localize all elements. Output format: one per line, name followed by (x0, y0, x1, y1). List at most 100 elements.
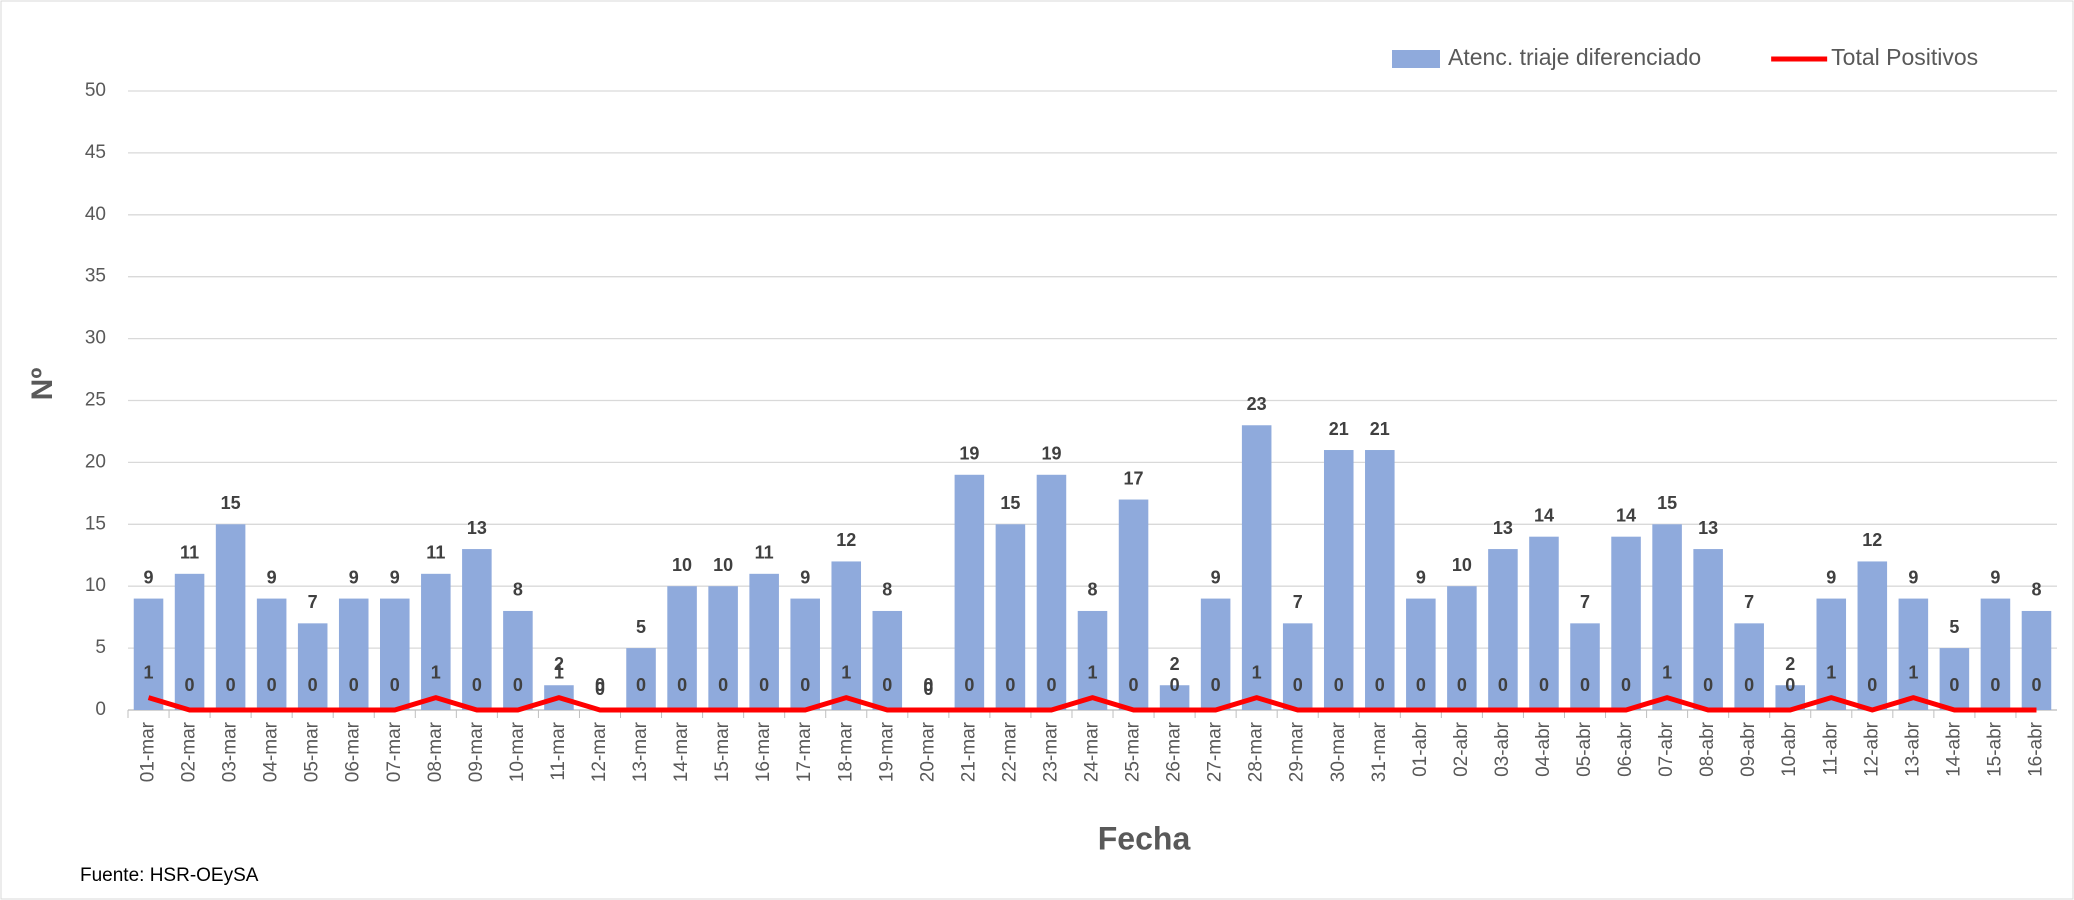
bar (1980, 598, 2011, 710)
bar (133, 598, 164, 710)
bar-value-label: 11 (755, 543, 774, 563)
bar-value-label: 0 (923, 679, 933, 699)
bar (1939, 648, 1970, 710)
bar-value-label: 9 (390, 567, 400, 587)
bar-value-label: 9 (267, 567, 277, 587)
x-tick-label: 23-mar (1040, 721, 1061, 782)
bar-value-label: 14 (1534, 505, 1554, 525)
x-tick-label: 17-mar (794, 721, 815, 782)
line-value-label: 1 (1252, 662, 1262, 682)
source-note: Fuente: HSR-OEySA (80, 865, 259, 886)
bar (380, 598, 410, 710)
line-value-label: 0 (882, 675, 892, 695)
x-tick-label: 16-abr (2025, 721, 2046, 777)
bar-value-label: 9 (1416, 567, 1426, 587)
legend-swatch (1392, 50, 1440, 68)
line-value-label: 0 (1211, 675, 1221, 695)
line-value-label: 0 (718, 675, 728, 695)
y-tick-label: 5 (95, 637, 106, 658)
line-value-label: 0 (1005, 675, 1015, 695)
line-value-label: 0 (677, 675, 687, 695)
x-tick-label: 02-mar (179, 721, 200, 782)
line-value-label: 0 (1785, 675, 1795, 695)
x-tick-label: 02-abr (1451, 721, 1472, 777)
bar (1611, 536, 1641, 710)
line-value-label: 0 (923, 675, 933, 695)
line-value-label: 0 (636, 675, 646, 695)
bar-value-label: 5 (636, 617, 646, 637)
bar-value-label: 7 (1293, 592, 1303, 612)
y-tick-label: 30 (85, 328, 106, 349)
bar (1816, 598, 1847, 710)
bar (256, 598, 287, 710)
bar-value-label: 10 (713, 555, 733, 575)
x-tick-label: 06-mar (343, 721, 364, 782)
y-tick-label: 35 (85, 266, 106, 287)
x-tick-label: 04-abr (1533, 721, 1554, 777)
line-value-label: 0 (1867, 675, 1877, 695)
bar (667, 586, 697, 710)
bar-value-label: 0 (595, 679, 605, 699)
bar-value-label: 8 (513, 580, 523, 600)
bar (215, 524, 246, 710)
bar-value-label: 8 (2031, 580, 2041, 600)
line-value-label: 0 (267, 675, 277, 695)
line-value-label: 0 (1375, 675, 1385, 695)
x-tick-label: 19-mar (876, 721, 897, 782)
x-tick-label: 06-abr (1615, 721, 1636, 777)
bar (1570, 623, 1600, 710)
bar-value-label: 2 (1170, 654, 1180, 674)
x-tick-label: 14-mar (671, 721, 692, 782)
y-tick-label: 50 (85, 80, 106, 101)
y-tick-label: 15 (85, 513, 106, 534)
bar (1693, 549, 1723, 710)
y-tick-label: 25 (85, 390, 106, 411)
bar (872, 610, 903, 710)
line-value-label: 0 (2031, 675, 2041, 695)
bar-value-label: 19 (1041, 444, 1061, 464)
x-tick-label: 15-abr (1984, 721, 2005, 777)
x-tick-label: 29-mar (1287, 721, 1308, 782)
bar-value-label: 7 (1580, 592, 1590, 612)
bar-value-label: 10 (1452, 555, 1472, 575)
line-value-label: 0 (1580, 675, 1590, 695)
bar-value-label: 11 (426, 543, 445, 563)
bar (831, 561, 862, 710)
line-value-label: 1 (431, 662, 441, 682)
line-value-label: 0 (1046, 675, 1056, 695)
x-tick-label: 09-abr (1738, 721, 1759, 777)
bar-value-label: 15 (221, 493, 241, 513)
y-tick-label: 45 (85, 142, 106, 163)
x-tick-label: 18-mar (835, 721, 856, 782)
x-tick-label: 03-mar (220, 721, 241, 782)
bar-value-label: 2 (1785, 654, 1795, 674)
bar-value-label: 21 (1329, 419, 1349, 439)
line-value-label: 1 (144, 662, 154, 682)
line-value-label: 0 (226, 675, 236, 695)
x-tick-label: 31-mar (1369, 721, 1390, 782)
x-tick-label: 12-abr (1861, 721, 1882, 777)
bar (1036, 474, 1067, 710)
line-value-label: 0 (800, 675, 810, 695)
line-value-label: 0 (1129, 675, 1139, 695)
y-tick-label: 40 (85, 204, 106, 225)
y-axis-label: Nº (26, 368, 59, 401)
bar-value-label: 11 (180, 543, 199, 563)
bar (1282, 623, 1313, 710)
x-tick-label: 24-mar (1082, 721, 1103, 782)
x-tick-label: 03-abr (1492, 721, 1513, 777)
x-tick-label: 21-mar (958, 721, 979, 782)
x-tick-label: 05-abr (1574, 721, 1595, 777)
line-value-label: 0 (1457, 675, 1467, 695)
x-tick-label: 13-abr (1902, 721, 1923, 777)
line-value-label: 1 (841, 662, 851, 682)
bar-value-label: 15 (1657, 493, 1677, 513)
bar (1488, 549, 1518, 710)
line-value-label: 1 (1662, 662, 1672, 682)
bar (1323, 450, 1354, 710)
bar (297, 623, 328, 710)
bar (1529, 536, 1559, 710)
x-tick-label: 11-abr (1820, 721, 1841, 775)
line-value-label: 0 (472, 675, 482, 695)
